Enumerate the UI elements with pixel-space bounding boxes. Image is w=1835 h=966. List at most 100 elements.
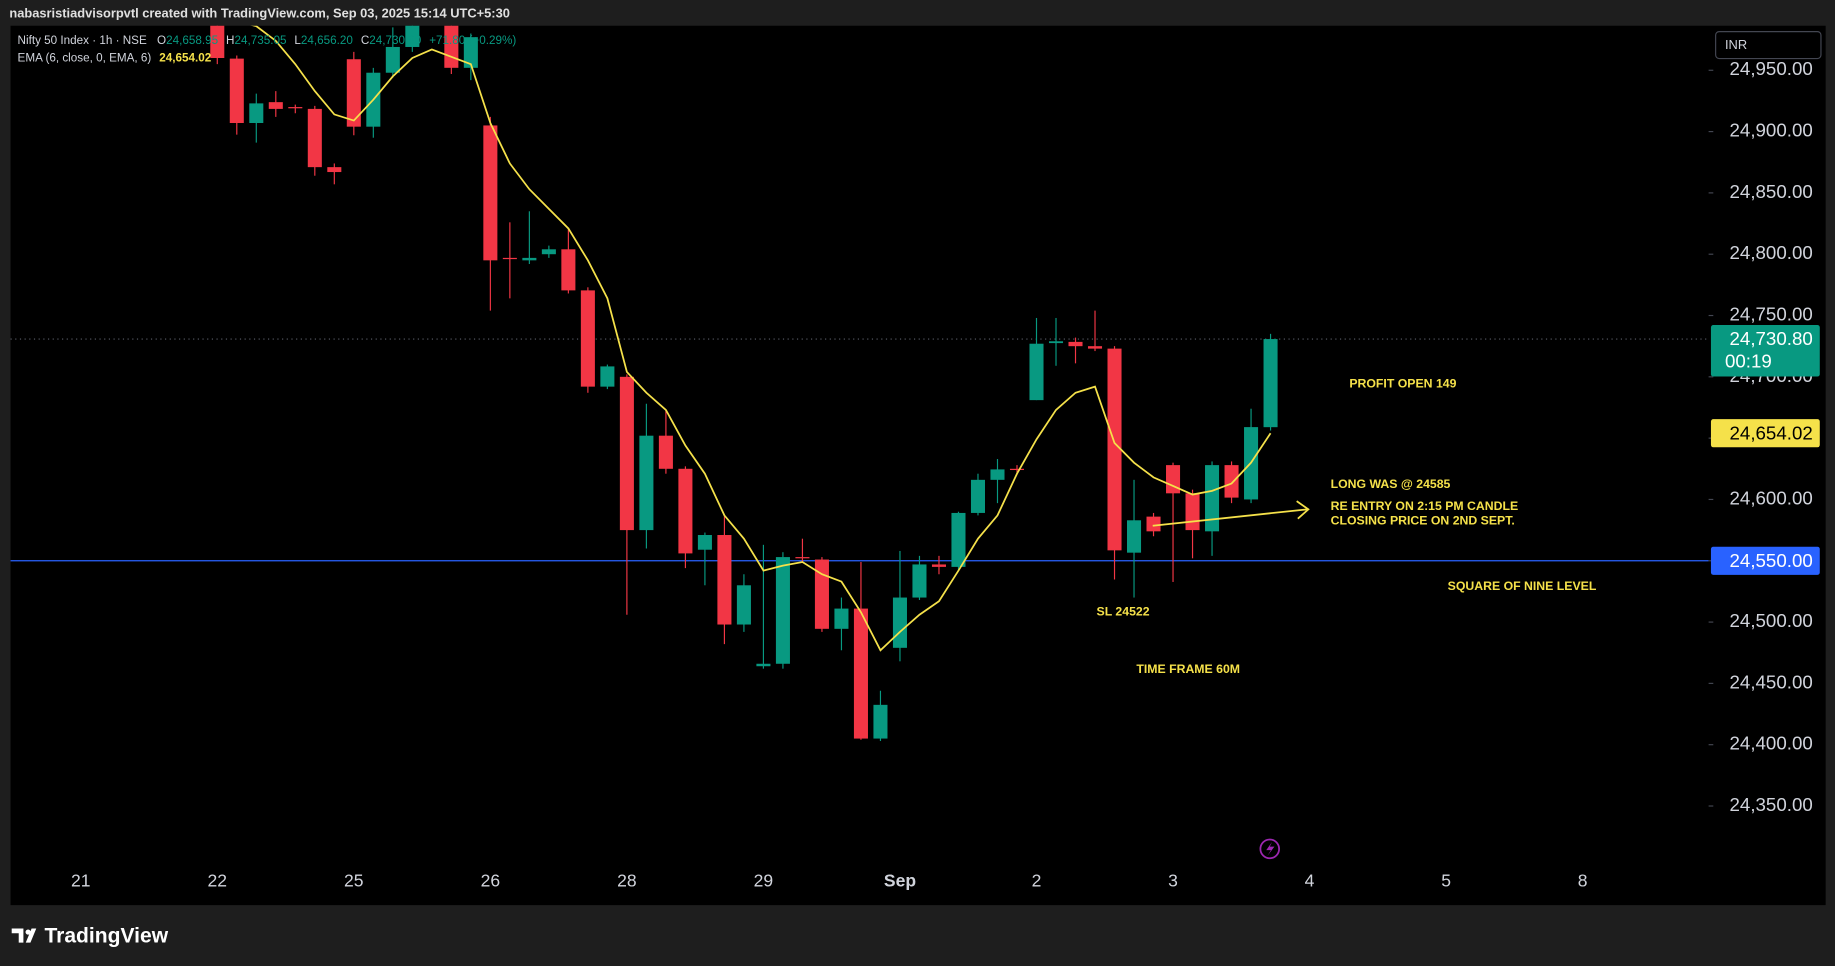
ohlc-key: H bbox=[226, 34, 234, 47]
candle-body bbox=[307, 108, 322, 168]
x-tick-label: 22 bbox=[208, 870, 228, 890]
x-tick-label: 4 bbox=[1305, 870, 1315, 890]
candle-body bbox=[1224, 465, 1239, 498]
candle-body bbox=[873, 704, 888, 739]
candle-body bbox=[1029, 343, 1044, 401]
candle-body bbox=[639, 435, 654, 531]
y-tick-label: 24,800.00 bbox=[1730, 242, 1813, 263]
x-tick-label: 28 bbox=[617, 870, 637, 890]
y-tick-label: 24,400.00 bbox=[1730, 733, 1813, 754]
candle-body bbox=[385, 46, 400, 73]
y-tick-label: 24,600.00 bbox=[1730, 487, 1813, 508]
candle-body bbox=[1146, 516, 1161, 532]
candle-body bbox=[1185, 493, 1200, 531]
candle-body bbox=[658, 435, 673, 469]
axes: 24,350.00 24,400.00 24,450.00 24,500.00 24,5… bbox=[71, 58, 1820, 890]
candle-body bbox=[912, 564, 927, 598]
x-tick-label: Sep bbox=[884, 870, 916, 890]
currency[interactable]: INR bbox=[1725, 37, 1747, 52]
legend-entry: EMA (6, close, 0, EMA, 6) bbox=[18, 52, 152, 65]
annotation: CLOSING PRICE ON 2ND SEPT. bbox=[1331, 513, 1515, 527]
annotation: SQUARE OF NINE LEVEL bbox=[1448, 579, 1597, 593]
candle-body bbox=[502, 257, 517, 260]
candle-body bbox=[951, 512, 966, 567]
annotation: PROFIT OPEN 149 bbox=[1349, 376, 1456, 390]
candle-body bbox=[268, 102, 283, 109]
ohlc-key: L bbox=[294, 34, 301, 47]
last-price-label: 24,730.80 bbox=[1730, 328, 1813, 349]
candle-body bbox=[892, 597, 907, 648]
y-tick-label: 24,350.00 bbox=[1730, 794, 1813, 815]
ohlc-value: 24,735.05 bbox=[235, 34, 287, 47]
y-tick-label: 24,950.00 bbox=[1730, 58, 1813, 79]
annotation: SL 24522 bbox=[1097, 605, 1150, 619]
brand: TradingView bbox=[44, 924, 168, 947]
candle-body bbox=[619, 376, 634, 531]
candle-body bbox=[346, 59, 361, 127]
last-price-badge bbox=[1710, 325, 1820, 377]
candle-body bbox=[736, 585, 751, 625]
y-tick-label: 24,900.00 bbox=[1730, 120, 1813, 141]
ema-line bbox=[251, 25, 1272, 652]
candle-body bbox=[249, 103, 264, 123]
ohlc-key: C bbox=[361, 34, 369, 47]
x-tick-label: 25 bbox=[344, 870, 364, 890]
candle-body bbox=[717, 535, 732, 625]
candle-body bbox=[990, 469, 1005, 480]
ema-legend: EMA (6, close, 0, EMA, 6) 24,654.02 bbox=[18, 52, 212, 65]
x-tick-label: 26 bbox=[481, 870, 501, 890]
chart-panel bbox=[10, 25, 1826, 906]
candle-body bbox=[210, 25, 225, 59]
x-tick-label: 2 bbox=[1032, 870, 1042, 890]
ohlc-key: O bbox=[157, 34, 166, 47]
symbol: Nifty 50 Index · 1h · NSE bbox=[18, 34, 147, 47]
brand-logo bbox=[11, 928, 37, 943]
ema-value: 24,654.02 bbox=[159, 52, 211, 65]
ema-badge-label: 24,654.02 bbox=[1730, 422, 1813, 443]
candle-body bbox=[1009, 468, 1025, 471]
candle-body bbox=[229, 58, 244, 123]
candle-body bbox=[600, 366, 615, 387]
candle-body bbox=[1048, 341, 1064, 344]
ohlc-value: 24,656.20 bbox=[301, 34, 353, 47]
countdown: 00:19 bbox=[1725, 350, 1772, 371]
x-tick-label: 5 bbox=[1441, 870, 1451, 890]
annotation: RE ENTRY ON 2:15 PM CANDLE bbox=[1331, 499, 1519, 513]
symbol-legend: Nifty 50 Index · 1h · NSE O24,658.95 H24… bbox=[18, 34, 517, 47]
candle-body bbox=[756, 663, 771, 667]
y-tick-label: 24,500.00 bbox=[1730, 610, 1813, 631]
plot-area bbox=[10, 25, 1709, 742]
candle-body bbox=[541, 249, 556, 255]
candle-body bbox=[463, 37, 478, 68]
candle-body bbox=[405, 25, 420, 47]
candle-body bbox=[1087, 346, 1103, 349]
alert-icon[interactable] bbox=[1259, 838, 1280, 860]
x-tick-label: 29 bbox=[754, 870, 774, 890]
candle-body bbox=[522, 257, 537, 261]
currency-box[interactable] bbox=[1715, 31, 1822, 60]
x-tick-label: 21 bbox=[71, 870, 91, 890]
candle-body bbox=[1263, 339, 1278, 428]
x-tick-label: 8 bbox=[1578, 870, 1588, 890]
candle-body bbox=[795, 557, 810, 559]
candle-body bbox=[1205, 465, 1220, 532]
y-tick-label: 24,750.00 bbox=[1730, 303, 1813, 324]
candle-body bbox=[775, 557, 790, 664]
candle-body bbox=[853, 608, 868, 739]
candle-body bbox=[678, 468, 693, 554]
candle-body bbox=[483, 125, 498, 261]
y-tick-label: 24,850.00 bbox=[1730, 181, 1813, 202]
candle-body bbox=[1127, 520, 1142, 553]
candle-body bbox=[580, 290, 595, 387]
candle-body bbox=[970, 479, 986, 513]
price-badge bbox=[1710, 546, 1820, 575]
x-tick-label: 3 bbox=[1168, 870, 1178, 890]
change: +71.80 (+0.29%) bbox=[429, 34, 516, 47]
ohlc-value: 24,730.80 bbox=[369, 34, 421, 47]
annotation: LONG WAS @ 24585 bbox=[1331, 477, 1451, 491]
annotation: TIME FRAME 60M bbox=[1136, 662, 1240, 676]
candle-body bbox=[1166, 465, 1181, 494]
candle-body bbox=[931, 564, 946, 567]
